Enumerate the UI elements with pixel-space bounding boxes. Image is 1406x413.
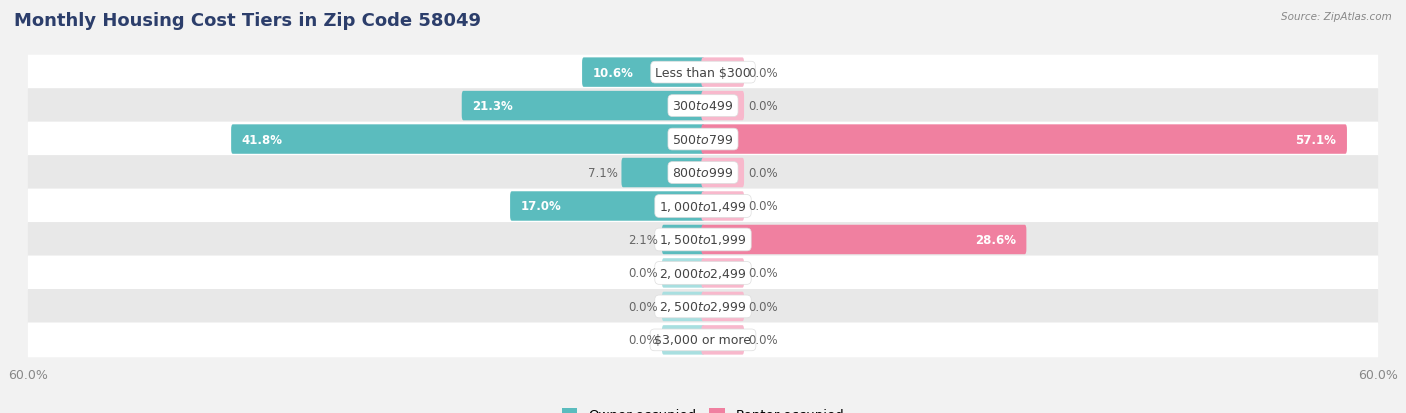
FancyBboxPatch shape xyxy=(621,159,704,188)
FancyBboxPatch shape xyxy=(28,122,1378,157)
Text: $500 to $799: $500 to $799 xyxy=(672,133,734,146)
FancyBboxPatch shape xyxy=(702,159,744,188)
FancyBboxPatch shape xyxy=(702,192,744,221)
Text: 0.0%: 0.0% xyxy=(748,300,778,313)
FancyBboxPatch shape xyxy=(702,92,744,121)
Text: $1,000 to $1,499: $1,000 to $1,499 xyxy=(659,199,747,214)
FancyBboxPatch shape xyxy=(662,259,704,288)
FancyBboxPatch shape xyxy=(582,58,704,88)
Text: 0.0%: 0.0% xyxy=(748,334,778,347)
Text: 17.0%: 17.0% xyxy=(520,200,561,213)
Text: 10.6%: 10.6% xyxy=(593,66,634,79)
FancyBboxPatch shape xyxy=(702,58,744,88)
Text: 0.0%: 0.0% xyxy=(748,200,778,213)
Text: 0.0%: 0.0% xyxy=(628,300,658,313)
Text: Monthly Housing Cost Tiers in Zip Code 58049: Monthly Housing Cost Tiers in Zip Code 5… xyxy=(14,12,481,30)
FancyBboxPatch shape xyxy=(28,189,1378,224)
Text: 41.8%: 41.8% xyxy=(242,133,283,146)
Text: $1,500 to $1,999: $1,500 to $1,999 xyxy=(659,233,747,247)
Text: 2.1%: 2.1% xyxy=(628,233,658,247)
FancyBboxPatch shape xyxy=(28,323,1378,357)
Text: 0.0%: 0.0% xyxy=(748,267,778,280)
Text: 28.6%: 28.6% xyxy=(974,233,1015,247)
FancyBboxPatch shape xyxy=(28,256,1378,291)
FancyBboxPatch shape xyxy=(28,89,1378,123)
FancyBboxPatch shape xyxy=(662,325,704,355)
Text: 0.0%: 0.0% xyxy=(628,267,658,280)
FancyBboxPatch shape xyxy=(28,56,1378,90)
Text: 7.1%: 7.1% xyxy=(588,166,617,180)
FancyBboxPatch shape xyxy=(28,156,1378,190)
FancyBboxPatch shape xyxy=(702,325,744,355)
Text: $3,000 or more: $3,000 or more xyxy=(655,334,751,347)
Text: 0.0%: 0.0% xyxy=(748,100,778,113)
FancyBboxPatch shape xyxy=(461,92,704,121)
Text: Less than $300: Less than $300 xyxy=(655,66,751,79)
Text: $800 to $999: $800 to $999 xyxy=(672,166,734,180)
Legend: Owner-occupied, Renter-occupied: Owner-occupied, Renter-occupied xyxy=(557,402,849,413)
Text: $2,500 to $2,999: $2,500 to $2,999 xyxy=(659,300,747,313)
FancyBboxPatch shape xyxy=(702,125,1347,154)
FancyBboxPatch shape xyxy=(662,225,704,254)
FancyBboxPatch shape xyxy=(702,225,1026,254)
Text: 0.0%: 0.0% xyxy=(628,334,658,347)
Text: 21.3%: 21.3% xyxy=(472,100,513,113)
Text: 0.0%: 0.0% xyxy=(748,166,778,180)
Text: $300 to $499: $300 to $499 xyxy=(672,100,734,113)
FancyBboxPatch shape xyxy=(28,223,1378,257)
Text: $2,000 to $2,499: $2,000 to $2,499 xyxy=(659,266,747,280)
FancyBboxPatch shape xyxy=(662,292,704,321)
FancyBboxPatch shape xyxy=(510,192,704,221)
Text: Source: ZipAtlas.com: Source: ZipAtlas.com xyxy=(1281,12,1392,22)
FancyBboxPatch shape xyxy=(28,290,1378,324)
FancyBboxPatch shape xyxy=(702,259,744,288)
FancyBboxPatch shape xyxy=(231,125,704,154)
FancyBboxPatch shape xyxy=(702,292,744,321)
Text: 57.1%: 57.1% xyxy=(1295,133,1336,146)
Text: 0.0%: 0.0% xyxy=(748,66,778,79)
